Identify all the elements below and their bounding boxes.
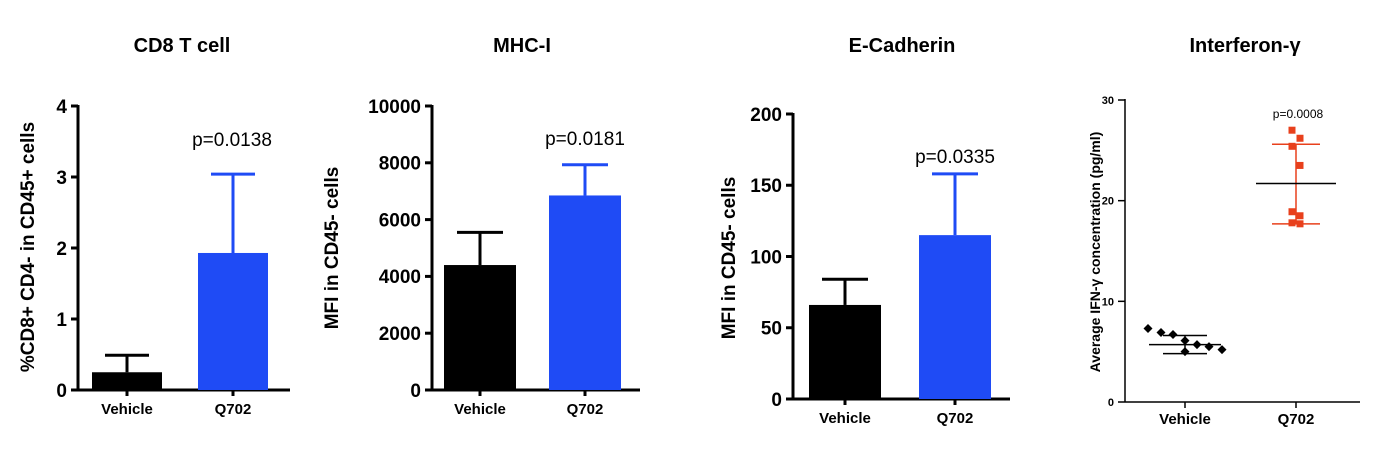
data-point	[1288, 208, 1296, 216]
p-value-annotation: p=0.0138	[192, 130, 272, 151]
chart-e-cadherin: E-Cadherin MFI in CD45- cells p=0.0335 0…	[719, 35, 1010, 427]
chart-cd8-t-cell: CD8 T cell %CD8+ CD4- in CD45+ cells p=0…	[18, 35, 290, 418]
bar-q702	[549, 195, 621, 390]
y-tick-label: 10	[1102, 296, 1114, 308]
bar-q702	[198, 252, 268, 390]
data-point	[1296, 220, 1304, 228]
x-tick-label: Q702	[937, 410, 974, 427]
chart-title: CD8 T cell	[134, 35, 231, 57]
chart-title: Interferon-γ	[1189, 35, 1301, 57]
bar-vehicle	[809, 304, 881, 399]
y-tick-label: 0	[410, 381, 421, 402]
y-tick-label: 100	[750, 247, 782, 268]
bar-q702	[919, 235, 991, 399]
y-tick-label: 0	[1108, 397, 1114, 409]
x-tick-label: Vehicle	[454, 401, 506, 418]
y-tick-label: 10000	[368, 97, 421, 118]
chart-mhc-i: MHC-I MFI in CD45- cells p=0.0181 0 2000 4…	[322, 35, 640, 418]
y-tick-label: 0	[771, 390, 782, 411]
y-axis-label: Average IFN-γ concentration (pg/ml)	[1087, 132, 1103, 373]
data-point	[1288, 142, 1296, 150]
p-value-annotation: p=0.0181	[545, 129, 625, 150]
y-axis-label: %CD8+ CD4- in CD45+ cells	[18, 122, 39, 372]
data-point	[1180, 336, 1190, 346]
data-point	[1192, 340, 1202, 350]
x-tick-label: Q702	[215, 401, 252, 418]
chart-title: E-Cadherin	[849, 35, 956, 57]
y-tick-label: 150	[750, 176, 782, 197]
y-tick-label: 4000	[379, 267, 421, 288]
data-point	[1168, 330, 1178, 340]
y-tick-label: 30	[1102, 95, 1114, 107]
y-tick-label: 3	[56, 168, 67, 189]
data-point	[1296, 212, 1304, 220]
y-tick-label: 200	[750, 105, 782, 126]
bar-vehicle	[92, 372, 162, 390]
y-axis-label: MFI in CD45- cells	[719, 177, 740, 340]
data-point	[1180, 347, 1190, 357]
y-axis-label: MFI in CD45- cells	[322, 167, 343, 330]
x-tick-label: Q702	[1278, 411, 1315, 428]
p-value-annotation: p=0.0008	[1273, 107, 1324, 121]
bar-vehicle	[444, 265, 516, 390]
y-tick-label: 8000	[379, 154, 421, 175]
y-tick-label: 4	[56, 97, 67, 118]
y-tick-label: 0	[56, 381, 67, 402]
y-tick-label: 20	[1102, 196, 1114, 208]
y-tick-label: 2000	[379, 324, 421, 345]
x-tick-label: Q702	[567, 401, 604, 418]
x-tick-label: Vehicle	[819, 410, 871, 427]
x-tick-label: Vehicle	[101, 401, 153, 418]
data-point	[1288, 219, 1296, 227]
y-tick-label: 1	[56, 310, 67, 331]
data-point	[1296, 134, 1304, 142]
chart-interferon-gamma: Interferon-γ Average IFN-γ concentration…	[1087, 35, 1360, 428]
data-point	[1143, 324, 1153, 334]
p-value-annotation: p=0.0335	[915, 147, 995, 168]
chart-title: MHC-I	[493, 35, 551, 57]
data-point	[1296, 161, 1304, 169]
data-point	[1156, 328, 1166, 338]
y-tick-label: 6000	[379, 210, 421, 231]
data-point	[1288, 126, 1296, 134]
x-tick-label: Vehicle	[1159, 411, 1211, 428]
data-point	[1217, 345, 1227, 355]
y-tick-label: 50	[761, 319, 782, 340]
data-point	[1204, 342, 1214, 352]
y-tick-label: 2	[56, 239, 67, 260]
